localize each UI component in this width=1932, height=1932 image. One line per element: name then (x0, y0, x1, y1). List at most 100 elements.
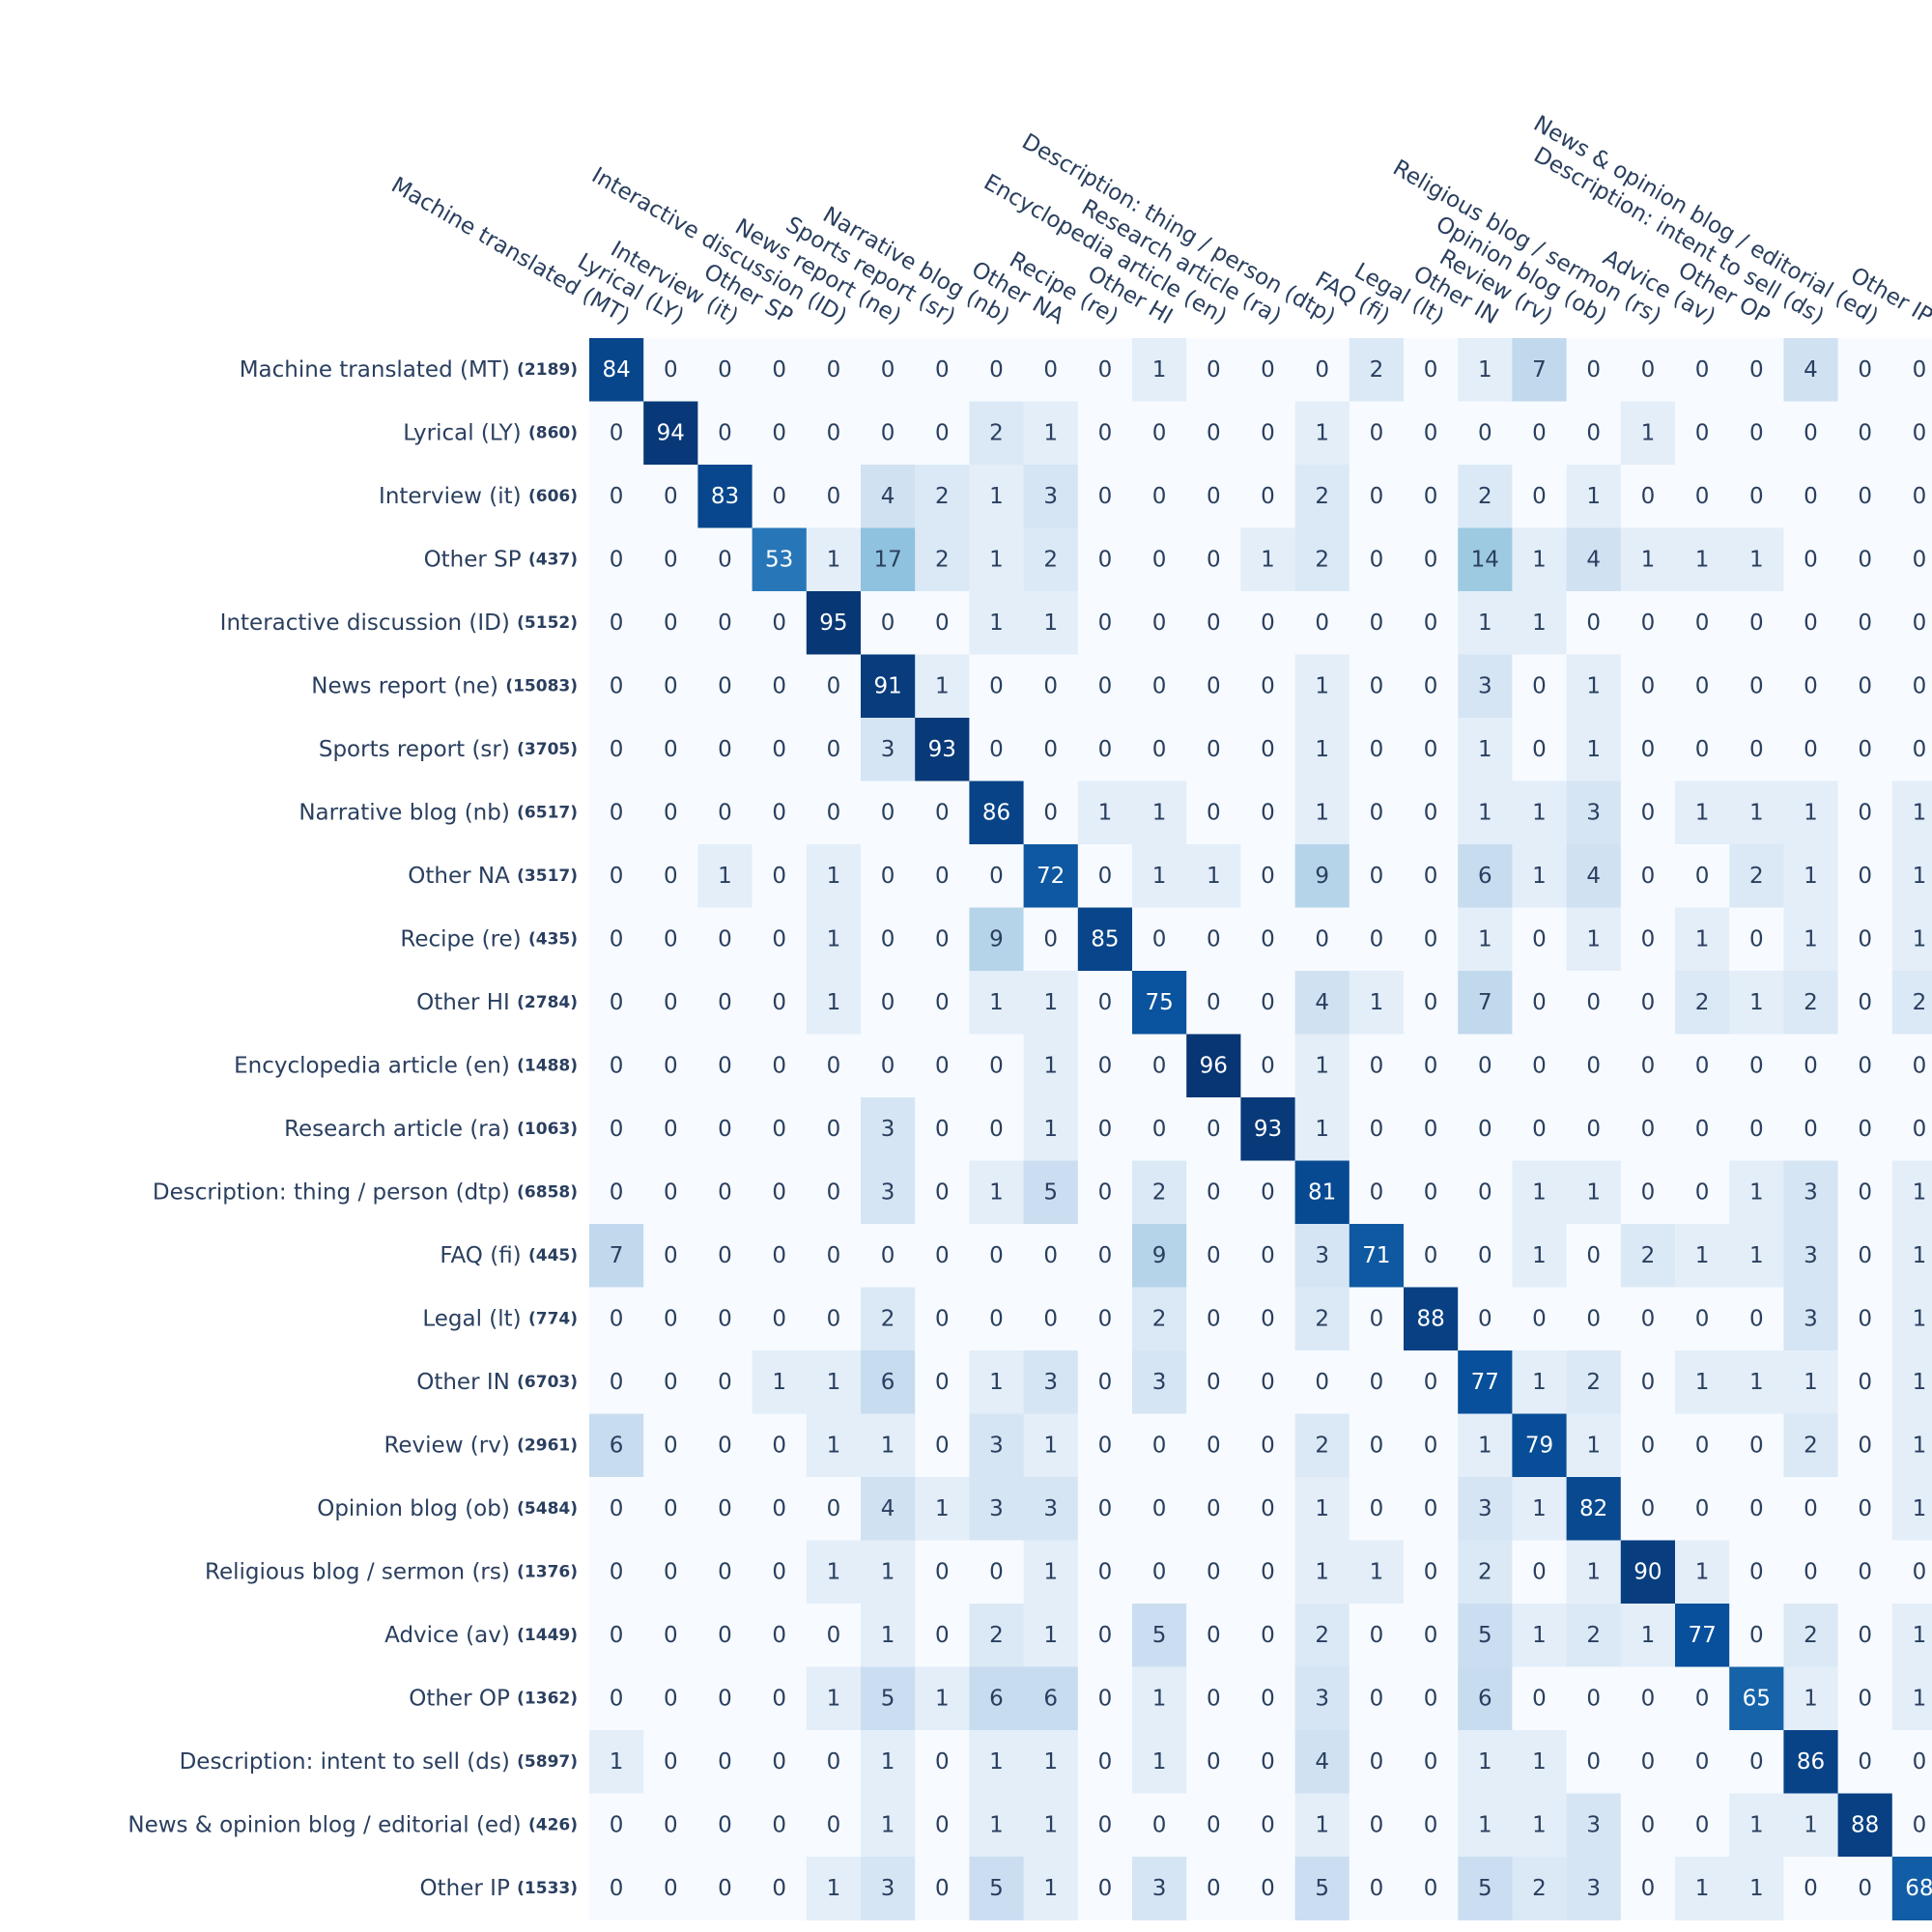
cell-value-label: 1 (1641, 547, 1656, 572)
cell-value-label: 0 (772, 990, 786, 1015)
cell-value-label: 0 (718, 420, 732, 445)
heatmap-cell (1132, 781, 1187, 845)
cell-value-label: 0 (1641, 864, 1656, 889)
heatmap-cell (1349, 781, 1405, 845)
heatmap-cell (1349, 527, 1405, 592)
cell-value-label: 0 (718, 673, 732, 698)
heatmap-cell (1675, 1160, 1730, 1225)
cell-value-label: 0 (772, 864, 786, 889)
cell-value-label: 1 (1586, 1559, 1601, 1584)
cell-value-label: 0 (1315, 357, 1329, 383)
cell-value-label: 1 (1043, 1812, 1058, 1837)
heatmap-cell (1294, 718, 1350, 781)
heatmap-cell (1837, 1857, 1893, 1920)
heatmap-cell (1891, 1666, 1932, 1731)
cell-value-label: 7 (610, 1243, 624, 1268)
cell-value-label: 0 (664, 1496, 678, 1521)
cell-value-label: 0 (1858, 1686, 1872, 1711)
cell-value-label: 0 (1641, 1749, 1656, 1775)
heatmap-cell (969, 971, 1025, 1035)
cell-value-label: 0 (1858, 926, 1872, 952)
cell-value-label: 0 (772, 611, 786, 636)
cell-value-label: 1 (1586, 737, 1601, 762)
cell-value-label: 0 (1695, 1686, 1710, 1711)
cell-value-label: 0 (989, 673, 1004, 698)
heatmap-cell (1566, 1604, 1622, 1667)
heatmap-cell (806, 1857, 862, 1920)
cell-value-label: 1 (1586, 926, 1601, 952)
cell-value-label: 0 (1695, 1812, 1710, 1837)
heatmap-cell (643, 654, 698, 719)
heatmap-cell (806, 1477, 862, 1541)
cell-value-label: 0 (1424, 484, 1438, 509)
heatmap-cell (1240, 1666, 1296, 1731)
cell-value-label: 1 (1043, 1053, 1058, 1078)
cell-value-label: 0 (1207, 1496, 1221, 1521)
cell-value-label: 5 (1478, 1876, 1492, 1901)
heatmap-cell (861, 1413, 916, 1478)
heatmap-cell (1891, 654, 1932, 719)
heatmap-cell (1512, 1160, 1568, 1225)
heatmap-cell (1186, 844, 1241, 908)
heatmap-cell (1891, 718, 1932, 781)
heatmap-cell (1620, 907, 1676, 972)
cell-value-label: 1 (881, 1812, 895, 1837)
heatmap-cell (1077, 654, 1133, 719)
heatmap-cell (643, 527, 698, 592)
cell-value-label: 0 (1370, 1812, 1384, 1837)
heatmap-cell (697, 338, 753, 402)
heatmap-cell (1294, 1097, 1350, 1161)
heatmap-cell (806, 1730, 862, 1794)
cell-value-label: 1 (1804, 1812, 1818, 1837)
heatmap-cell (697, 591, 753, 655)
heatmap-cell (806, 401, 862, 466)
cell-value-label: 0 (1858, 1559, 1872, 1584)
heatmap-cell (1404, 1540, 1459, 1605)
heatmap-cell (643, 1224, 698, 1288)
cell-value-label: 1 (1043, 990, 1058, 1015)
heatmap-cell (1077, 1287, 1133, 1351)
cell-value-label: 0 (1424, 1117, 1438, 1142)
cell-value-label: 1 (1749, 547, 1764, 572)
cell-value-label: 1 (827, 1686, 841, 1711)
cell-value-label: 0 (1641, 611, 1656, 636)
cell-value-label: 0 (1261, 1496, 1275, 1521)
heatmap-cell (752, 718, 808, 781)
heatmap-cell (1783, 338, 1839, 402)
cell-value-label: 1 (935, 1496, 950, 1521)
heatmap-cell (752, 1857, 808, 1920)
cell-value-label: 0 (1152, 1559, 1167, 1584)
heatmap-cell (1837, 1604, 1893, 1667)
cell-value-label: 1 (1478, 1433, 1492, 1458)
cell-value-label: 0 (772, 1496, 786, 1521)
cell-value-label: 0 (1370, 1623, 1384, 1648)
cell-value-label: 0 (772, 1812, 786, 1837)
heatmap-cell (1620, 591, 1676, 655)
cell-value-label: 0 (772, 484, 786, 509)
heatmap-cells: 84 0 0 0 0 0 0 0 0 0 1 0 0 0 2 0 1 7 0 0 0 0 4 0 00 94 0 0 0 0 0 2 1 0 0 0 0… (589, 338, 1932, 1920)
heatmap-cell (1458, 1666, 1513, 1731)
heatmap-cell (1186, 465, 1241, 528)
heatmap-cell (1404, 591, 1459, 655)
heatmap-cell (1891, 1034, 1932, 1098)
cell-value-label: 0 (1207, 737, 1221, 762)
heatmap-cell (1077, 718, 1133, 781)
row-label: Other SP (437) (424, 547, 578, 572)
cell-value-label: 0 (610, 1812, 624, 1837)
cell-value-label: 0 (935, 1623, 950, 1648)
cell-value-label: 0 (1913, 1117, 1927, 1142)
cell-value-label: 0 (772, 800, 786, 825)
cell-value-label: 0 (1749, 1433, 1764, 1458)
heatmap-cell (1566, 1857, 1622, 1920)
heatmap-cell (1294, 1857, 1350, 1920)
heatmap-cell (1186, 1477, 1241, 1541)
cell-value-label: 0 (1315, 926, 1329, 952)
heatmap-cell (1566, 1730, 1622, 1794)
heatmap-cell (969, 1097, 1025, 1161)
cell-value-label: 0 (935, 1559, 950, 1584)
heatmap-cell (1620, 1224, 1676, 1288)
heatmap-cell (1349, 907, 1405, 972)
cell-value-label: 1 (1478, 611, 1492, 636)
cell-value-label: 0 (1695, 357, 1710, 383)
cell-value-label: 0 (1098, 990, 1113, 1015)
